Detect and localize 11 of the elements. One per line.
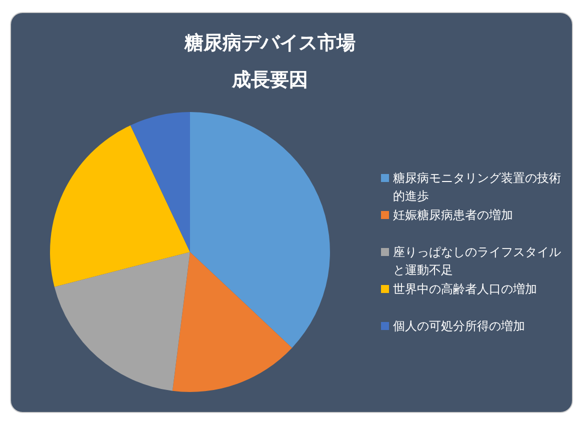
legend-label: 世界中の高齢者人口の増加 — [393, 282, 537, 296]
pie-slice — [50, 125, 190, 287]
legend-label: 個人の可処分所得の増加 — [393, 319, 525, 333]
legend-label: 座りっぱなしのライフスタイルと運動不足 — [393, 245, 561, 277]
legend-label: 妊娠糖尿病患者の増加 — [393, 208, 513, 222]
pie-slice — [172, 252, 292, 392]
legend-label: 糖尿病モニタリング装置の技術的進歩 — [393, 171, 561, 203]
pie-slice — [190, 112, 330, 348]
chart-title: 糖尿病デバイス市場成長要因 — [184, 32, 356, 91]
pie-slice — [130, 112, 190, 252]
pie-slice — [54, 252, 190, 391]
